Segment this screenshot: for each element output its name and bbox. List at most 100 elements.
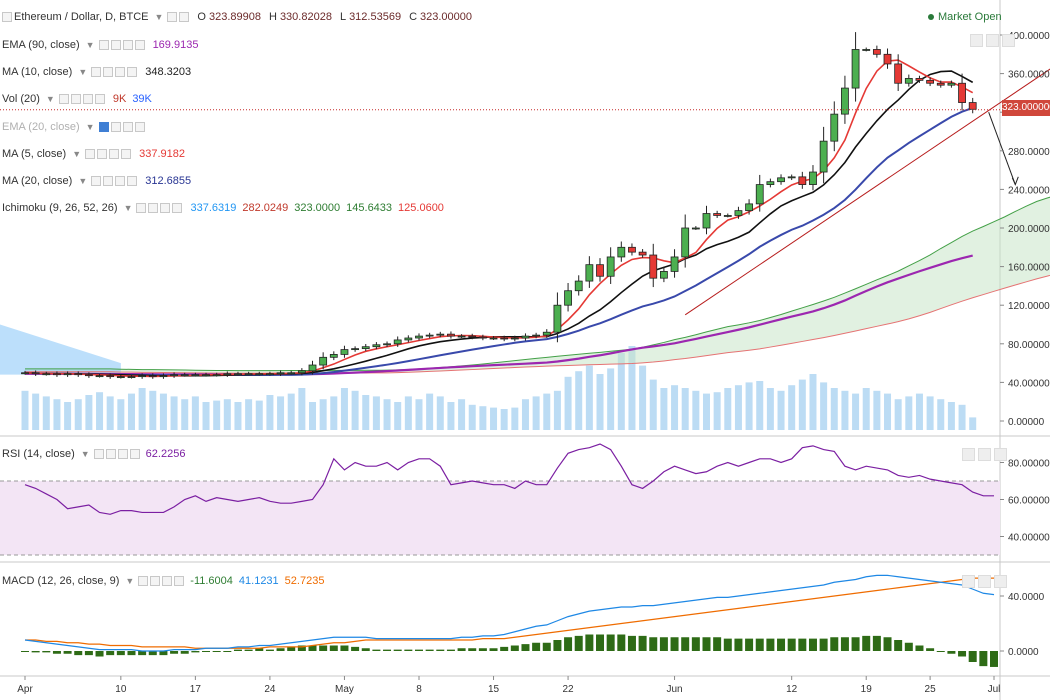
add-icon[interactable] (117, 449, 128, 459)
indicator-name[interactable]: EMA (20, close) (2, 120, 80, 133)
macd-histogram-bar (521, 644, 530, 651)
settings-icon[interactable] (110, 121, 121, 132)
pane-controls-rsi[interactable] (962, 448, 1007, 461)
settings-icon[interactable] (97, 148, 108, 159)
eye-icon[interactable] (91, 67, 102, 78)
eye-icon[interactable] (136, 203, 147, 214)
add-icon[interactable] (82, 94, 93, 105)
close-icon[interactable] (134, 40, 145, 50)
eye-icon[interactable] (91, 176, 102, 186)
chevron-down-icon[interactable]: ▼ (154, 12, 164, 22)
add-icon[interactable] (160, 203, 171, 214)
x-tick-label: 19 (861, 684, 873, 695)
y-tick-label: 40.0000 (1008, 592, 1045, 603)
macd-histogram-bar (255, 648, 264, 651)
eye-icon[interactable] (138, 576, 149, 586)
eye-icon[interactable] (58, 94, 69, 105)
close-icon[interactable] (121, 148, 132, 159)
add-icon[interactable] (115, 67, 126, 78)
macd-histogram-bar (766, 638, 775, 651)
volume-bar (458, 399, 466, 430)
settings-icon[interactable] (103, 176, 114, 186)
close-icon[interactable] (129, 449, 140, 459)
y-tick-label: 0.00000 (1008, 417, 1045, 428)
eye-icon[interactable] (98, 121, 109, 132)
volume-bar (969, 417, 977, 430)
candle-body (308, 364, 317, 372)
macd-histogram-bar (659, 637, 668, 651)
candle-body (702, 213, 711, 229)
collapse-icon[interactable] (2, 12, 12, 22)
macd-histogram-bar (979, 651, 988, 667)
macd-histogram-bar (404, 649, 413, 651)
close-icon[interactable] (134, 121, 145, 132)
volume-bar (915, 393, 923, 430)
close-icon[interactable] (127, 67, 138, 78)
chevron-down-icon[interactable]: ▼ (123, 203, 133, 214)
candle-body (638, 251, 647, 256)
add-icon[interactable] (115, 176, 126, 186)
add-icon[interactable] (109, 148, 120, 159)
chevron-down-icon[interactable]: ▼ (80, 449, 90, 459)
close-icon[interactable] (172, 203, 183, 214)
indicator-name[interactable]: MA (20, close) (2, 175, 73, 187)
settings-icon[interactable] (148, 203, 159, 214)
eye-icon[interactable] (167, 12, 178, 22)
x-tick-label: 24 (264, 684, 276, 695)
eye-icon[interactable] (85, 148, 96, 159)
chevron-down-icon[interactable]: ▼ (78, 67, 88, 78)
symbol-title[interactable]: Ethereum / Dollar, D, BTCE (14, 11, 149, 23)
indicator-name[interactable]: MA (5, close) (2, 147, 67, 160)
chevron-down-icon[interactable]: ▼ (72, 148, 82, 159)
close-icon[interactable] (94, 94, 105, 105)
settings-icon[interactable] (105, 449, 116, 459)
rsi-line (24, 443, 994, 515)
close-icon[interactable] (174, 576, 185, 586)
macd-histogram-bar (74, 651, 83, 656)
add-icon[interactable] (122, 121, 133, 132)
close-icon[interactable] (127, 176, 138, 186)
settings-icon[interactable] (70, 94, 81, 105)
chevron-down-icon[interactable]: ▼ (125, 576, 135, 586)
macd-histogram-bar (393, 649, 402, 651)
y-tick-label: 240.00000 (1008, 185, 1050, 196)
chevron-down-icon[interactable]: ▼ (78, 176, 88, 186)
candle-body (31, 372, 40, 375)
candle-body (287, 372, 296, 375)
settings-icon[interactable] (103, 67, 114, 78)
chevron-down-icon[interactable]: ▼ (45, 94, 55, 105)
indicator-row: EMA (20, close) ▼ (2, 119, 153, 135)
rsi-name[interactable]: RSI (14, close) (2, 448, 75, 460)
indicator-name[interactable]: EMA (90, close) (2, 39, 80, 51)
volume-bar (671, 385, 679, 430)
pane-controls-main[interactable] (970, 34, 1015, 47)
candle-body (436, 333, 445, 336)
settings-icon[interactable] (110, 40, 121, 50)
add-icon[interactable] (122, 40, 133, 50)
chevron-down-icon[interactable]: ▼ (85, 121, 95, 132)
high-label: H (268, 11, 277, 23)
eye-icon[interactable] (98, 40, 109, 50)
indicator-name[interactable]: Ichimoku (9, 26, 52, 26) (2, 202, 118, 215)
macd-histogram-bar (191, 651, 200, 653)
settings-icon[interactable] (179, 12, 190, 22)
volume-bar (884, 393, 892, 430)
volume-bar (372, 396, 380, 430)
indicator-name[interactable]: MA (10, close) (2, 66, 73, 79)
candle-body (766, 181, 775, 185)
macd-histogram-bar (95, 651, 104, 657)
macd-histogram-bar (212, 651, 221, 652)
indicator-row: MA (10, close) ▼ 348.3203 (2, 64, 197, 80)
chevron-down-icon[interactable]: ▼ (85, 40, 95, 50)
settings-icon[interactable] (150, 576, 161, 586)
indicator-name[interactable]: Vol (20) (2, 93, 40, 106)
macd-histogram-bar (84, 651, 93, 656)
macd-name[interactable]: MACD (12, 26, close, 9) (2, 575, 120, 587)
volume-bar (724, 388, 732, 430)
pane-controls-macd[interactable] (962, 575, 1007, 588)
candle-body (266, 373, 274, 376)
candle-body (84, 374, 93, 377)
eye-icon[interactable] (93, 449, 104, 459)
add-icon[interactable] (162, 576, 173, 586)
